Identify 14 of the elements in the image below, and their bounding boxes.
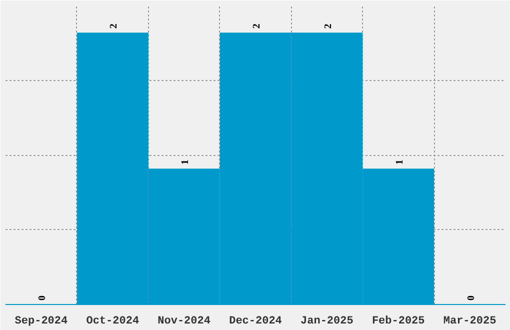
data-label: 2 <box>322 24 334 29</box>
data-label: 0 <box>37 296 48 300</box>
x-tick-label: Jan-2025 <box>300 316 354 328</box>
x-tick-label: Nov-2024 <box>158 316 211 328</box>
x-tick-label: Feb-2025 <box>372 316 426 328</box>
data-label: 0 <box>466 296 477 300</box>
data-label: 1 <box>394 160 406 165</box>
x-tick-label: Oct-2024 <box>86 316 140 328</box>
x-tick-label: Sep-2024 <box>14 316 68 328</box>
data-label: 2 <box>252 24 262 29</box>
x-tick-label: Mar-2025 <box>443 316 497 328</box>
data-label: 1 <box>180 160 192 165</box>
data-label: 2 <box>108 24 120 29</box>
x-tick-label: Dec-2024 <box>229 316 282 328</box>
